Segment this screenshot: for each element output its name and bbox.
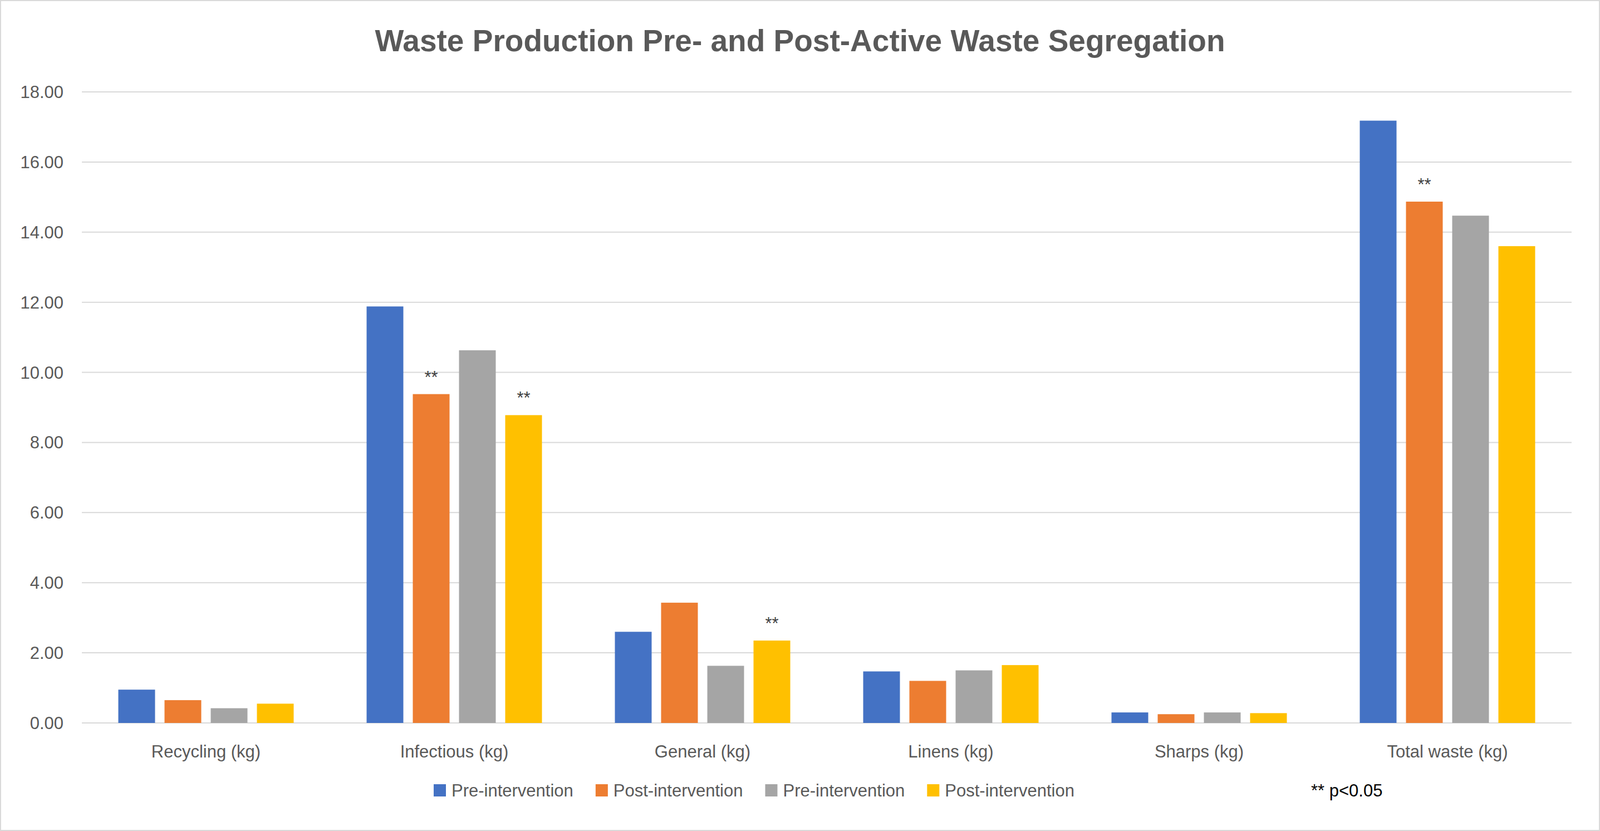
title: Waste Production Pre- and Post-Active Wa… (374, 23, 1225, 58)
legend-label: Pre-intervention (451, 780, 574, 800)
bar (1157, 713, 1195, 723)
bar (661, 602, 699, 723)
y-tick-label: 8.00 (30, 432, 64, 453)
bar (257, 703, 294, 723)
bar (1111, 712, 1149, 723)
bar (1498, 246, 1536, 723)
grid-line (81, 722, 1572, 724)
bar (505, 414, 543, 723)
bar (615, 631, 652, 723)
grid-line (81, 301, 1572, 303)
grid-line (81, 441, 1572, 443)
x-tick-label: Total waste (kg) (1386, 741, 1508, 762)
grid-line (81, 161, 1572, 163)
x-tick-label: Recycling (kg) (151, 741, 261, 762)
significance-marker: ** (424, 367, 438, 387)
bar (366, 306, 404, 723)
bars (118, 120, 1536, 723)
bar (707, 665, 745, 723)
y-tick-label: 2.00 (30, 643, 64, 663)
y-tick-label: 0.00 (30, 713, 64, 733)
bar (459, 350, 497, 723)
legend-swatch (595, 783, 608, 797)
x-tick-label: Infectious (kg) (400, 741, 509, 762)
bar (909, 680, 947, 723)
y-tick-label: 18.00 (20, 82, 64, 102)
bar (955, 670, 993, 723)
chart-frame (0, 0, 1600, 831)
grid-line (81, 371, 1572, 373)
bar (1250, 712, 1288, 723)
legend-label: Post-intervention (613, 780, 744, 800)
bar (1002, 664, 1039, 723)
legend-swatch (764, 783, 778, 797)
x-tick-label: Linens (kg) (908, 741, 994, 762)
y-tick-label: 4.00 (30, 572, 64, 593)
grid-line (81, 511, 1572, 513)
bar (1406, 201, 1444, 723)
legend-label: Pre-intervention (782, 780, 905, 800)
y-tick-label: 10.00 (20, 362, 64, 383)
significance-marker: ** (1417, 174, 1431, 195)
bar (210, 708, 248, 723)
grid-line (81, 651, 1572, 654)
x-tick-label: Sharps (kg) (1154, 741, 1244, 762)
y-tick-label: 16.00 (20, 152, 64, 173)
legend-label: Post-intervention (944, 780, 1075, 800)
grid-line (81, 91, 1572, 93)
x-tick-label: General (kg) (654, 741, 751, 762)
bar (413, 394, 450, 723)
y-tick-label: 6.00 (30, 502, 64, 523)
significance-marker: ** (764, 613, 779, 633)
bar (1204, 712, 1241, 723)
bar (863, 670, 901, 723)
legend-swatch (433, 783, 446, 797)
grid-line (81, 581, 1572, 583)
bar (164, 699, 202, 723)
chart: Waste Production Pre- and Post-Active Wa… (0, 0, 1600, 831)
significance-marker: ** (516, 388, 530, 408)
y-tick-label: 14.00 (20, 222, 64, 243)
x-axis-line (81, 722, 1572, 724)
bar (1452, 215, 1490, 723)
y-tick-label: 12.00 (20, 292, 64, 313)
legend-swatch (926, 783, 940, 797)
footnote: ** p<0.05 (1311, 780, 1383, 800)
bar (118, 689, 156, 723)
grid-line (81, 231, 1572, 233)
bar (1360, 120, 1397, 723)
bar (753, 640, 791, 723)
